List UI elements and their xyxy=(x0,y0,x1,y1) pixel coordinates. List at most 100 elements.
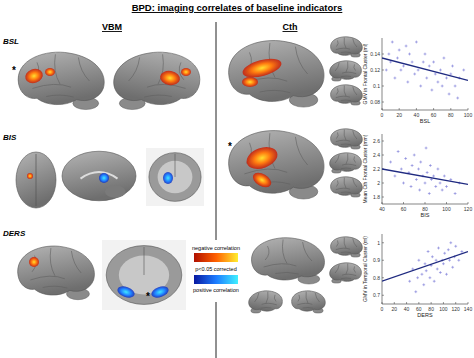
legend-bar xyxy=(194,275,238,284)
x-tick xyxy=(406,302,407,304)
divider xyxy=(216,22,217,240)
cortex xyxy=(331,177,363,196)
point xyxy=(411,164,414,167)
cortex xyxy=(114,52,200,104)
x-tick xyxy=(382,108,383,110)
x-axis-label: BIS xyxy=(421,212,430,218)
y-tick-label: 0.14 xyxy=(370,51,380,57)
x-tick xyxy=(425,202,426,204)
cerebellum xyxy=(105,185,126,197)
sulcus xyxy=(341,278,351,280)
cluster xyxy=(45,68,55,76)
point xyxy=(437,81,440,84)
x-tick xyxy=(468,202,469,204)
sulcus xyxy=(354,266,356,272)
sulcus xyxy=(55,54,60,84)
point xyxy=(449,241,452,244)
x-tick xyxy=(416,108,417,110)
title: BPD: imaging correlates of baseline indi… xyxy=(132,2,343,13)
y-tick-label: 0.08 xyxy=(370,99,380,105)
point xyxy=(422,61,425,64)
point xyxy=(428,65,431,68)
point xyxy=(424,53,427,56)
cortex xyxy=(18,52,104,104)
point xyxy=(408,53,411,56)
brain xyxy=(331,237,363,257)
point xyxy=(400,168,403,171)
sulcus xyxy=(341,168,351,170)
cortex xyxy=(331,37,363,56)
x-tick-label: 80 xyxy=(448,112,454,118)
cluster xyxy=(242,77,258,87)
point xyxy=(425,147,428,150)
sulcus xyxy=(264,264,297,267)
point xyxy=(410,185,413,188)
y-tick xyxy=(382,54,384,55)
x-tick-label: 40 xyxy=(414,112,420,118)
cortex xyxy=(331,129,363,148)
x-tick-label: 40 xyxy=(404,306,410,312)
marks xyxy=(382,147,468,195)
point xyxy=(424,262,427,265)
y-axis xyxy=(382,234,383,304)
cluster xyxy=(159,69,181,86)
divider xyxy=(216,302,217,358)
fissure xyxy=(144,247,145,275)
cluster xyxy=(116,284,136,300)
fit-line xyxy=(382,58,468,80)
plot: 0.080.10.120.14020406080100BSLGMV in Fro… xyxy=(362,38,472,124)
y-tick xyxy=(382,183,384,184)
sulcus xyxy=(341,52,351,54)
cortex xyxy=(331,237,363,256)
asterisk: * xyxy=(228,141,232,152)
point xyxy=(394,77,397,80)
sulcus xyxy=(341,100,351,102)
sulcus xyxy=(344,86,346,97)
point xyxy=(417,69,420,72)
sulcus xyxy=(344,38,346,49)
corpus-callosum xyxy=(81,172,118,179)
point xyxy=(439,271,442,274)
point xyxy=(441,85,444,88)
cluster xyxy=(27,173,33,179)
brain xyxy=(16,152,56,208)
brain xyxy=(331,37,363,57)
x-axis xyxy=(382,304,468,305)
x-tick xyxy=(446,202,447,204)
y-tick-label: 2 xyxy=(377,180,380,186)
point xyxy=(429,164,432,167)
point xyxy=(398,49,401,52)
plot: 1.822.22.42.6406080100120BISMean Cth Fro… xyxy=(362,134,472,218)
x-tick-label: 80 xyxy=(428,306,434,312)
point xyxy=(400,69,403,72)
point xyxy=(437,168,440,171)
sulcus xyxy=(266,292,268,304)
cortex xyxy=(330,263,362,282)
y-axis-label: GMV in Temporal Cluster (ml) xyxy=(362,236,368,302)
point xyxy=(385,69,388,72)
sulcus xyxy=(30,276,64,280)
x-tick xyxy=(399,108,400,110)
cortex xyxy=(18,246,95,295)
x-tick-label: 20 xyxy=(392,306,398,312)
sulcus xyxy=(315,293,319,302)
y-tick-label: 2.2 xyxy=(373,166,380,172)
point xyxy=(434,185,437,188)
sulcus xyxy=(336,180,338,186)
cluster xyxy=(250,170,273,190)
sulcus xyxy=(43,286,68,288)
sulcus xyxy=(354,64,356,70)
y-tick-label: 0.9 xyxy=(373,257,380,263)
sulcus xyxy=(335,155,339,163)
cluster xyxy=(29,257,39,267)
marks xyxy=(382,41,468,100)
sulcus xyxy=(303,242,312,261)
sulcus xyxy=(129,57,140,81)
x-tick-label: 0 xyxy=(381,306,384,312)
sulcus xyxy=(346,154,348,165)
sulcus xyxy=(353,131,357,139)
cortex xyxy=(330,61,362,80)
x-tick xyxy=(394,302,395,304)
y-tick-label: 0.7 xyxy=(373,292,380,298)
point xyxy=(436,268,439,271)
